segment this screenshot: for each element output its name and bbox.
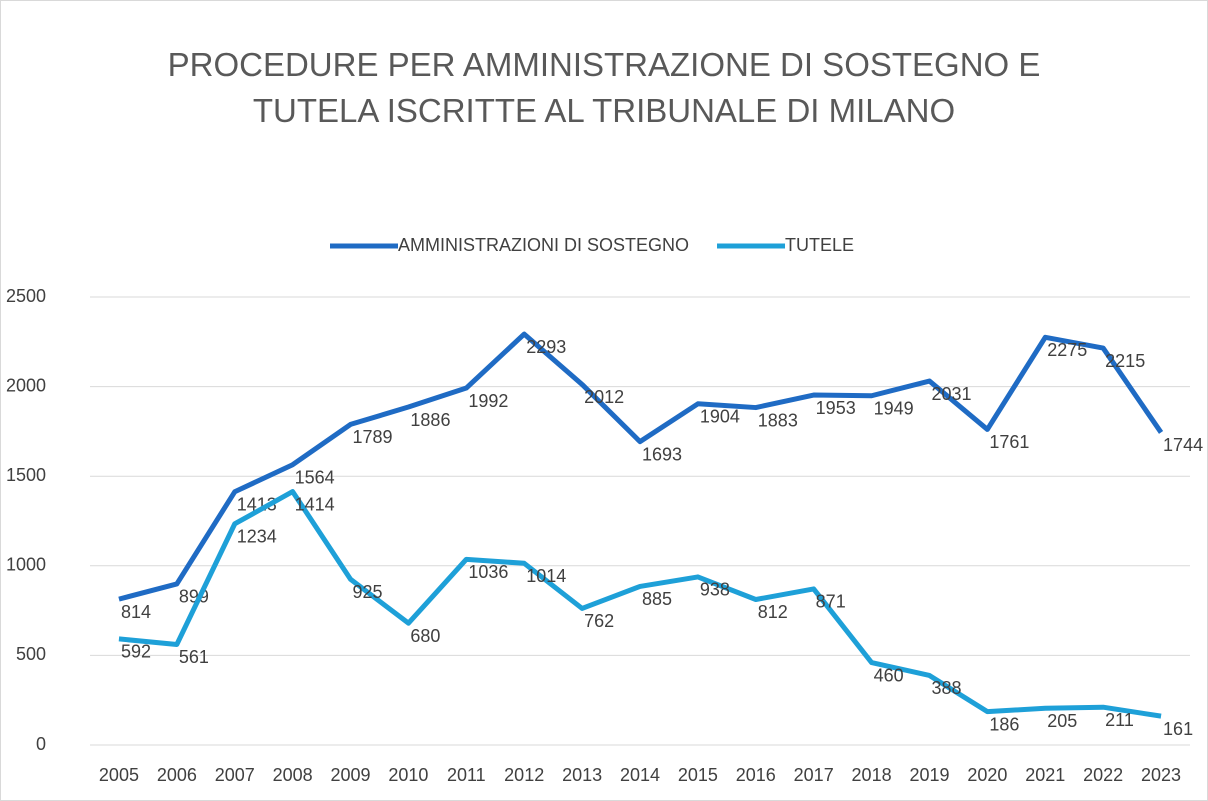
data-label: 460 bbox=[874, 665, 904, 685]
data-label: 1234 bbox=[237, 527, 277, 547]
x-tick-label: 2023 bbox=[1141, 765, 1181, 785]
legend-label: TUTELE bbox=[785, 235, 854, 255]
data-label: 1949 bbox=[874, 398, 914, 418]
data-label: 762 bbox=[584, 611, 614, 631]
y-tick-label: 2000 bbox=[6, 375, 46, 395]
data-label: 1693 bbox=[642, 444, 682, 464]
data-label: 871 bbox=[816, 592, 846, 612]
data-label: 1414 bbox=[295, 494, 335, 514]
data-label: 885 bbox=[642, 589, 672, 609]
data-label: 205 bbox=[1047, 711, 1077, 731]
data-label: 1992 bbox=[468, 391, 508, 411]
y-tick-label: 1500 bbox=[6, 465, 46, 485]
data-label: 1036 bbox=[468, 562, 508, 582]
legend-label: AMMINISTRAZIONI DI SOSTEGNO bbox=[398, 235, 689, 255]
x-tick-label: 2008 bbox=[273, 765, 313, 785]
chart-title: PROCEDURE PER AMMINISTRAZIONE DI SOSTEGN… bbox=[167, 46, 1041, 129]
data-label: 925 bbox=[353, 582, 383, 602]
data-label: 1883 bbox=[758, 410, 798, 430]
x-tick-label: 2012 bbox=[504, 765, 544, 785]
data-label: 938 bbox=[700, 580, 730, 600]
x-tick-label: 2009 bbox=[331, 765, 371, 785]
x-tick-label: 2017 bbox=[794, 765, 834, 785]
x-tick-label: 2011 bbox=[447, 765, 486, 785]
x-tick-label: 2022 bbox=[1083, 765, 1123, 785]
data-label: 1014 bbox=[526, 566, 566, 586]
x-tick-label: 2020 bbox=[967, 765, 1007, 785]
data-label: 814 bbox=[121, 602, 151, 622]
data-label: 812 bbox=[758, 602, 788, 622]
data-label: 1564 bbox=[295, 467, 335, 487]
data-label: 186 bbox=[989, 714, 1019, 734]
series-line bbox=[118, 331, 1164, 602]
x-tick-label: 2005 bbox=[99, 765, 139, 785]
data-label: 1744 bbox=[1163, 435, 1203, 455]
series-line bbox=[118, 489, 1162, 719]
data-label: 1904 bbox=[700, 407, 740, 427]
x-tick-label: 2006 bbox=[157, 765, 197, 785]
data-label: 1789 bbox=[353, 427, 393, 447]
x-tick-label: 2018 bbox=[852, 765, 892, 785]
data-label: 1761 bbox=[989, 432, 1029, 452]
x-tick-label: 2013 bbox=[562, 765, 602, 785]
data-label: 2215 bbox=[1105, 351, 1145, 371]
y-tick-label: 0 bbox=[36, 734, 46, 754]
x-tick-label: 2010 bbox=[388, 765, 428, 785]
data-label: 211 bbox=[1105, 710, 1134, 730]
x-tick-label: 2021 bbox=[1025, 765, 1065, 785]
data-label: 2031 bbox=[931, 384, 971, 404]
x-tick-label: 2015 bbox=[678, 765, 718, 785]
data-label: 161 bbox=[1163, 719, 1193, 739]
data-label: 592 bbox=[121, 642, 151, 662]
y-tick-label: 1000 bbox=[6, 555, 46, 575]
data-label: 680 bbox=[410, 626, 440, 646]
data-label: 2293 bbox=[526, 337, 566, 357]
data-label: 1953 bbox=[816, 398, 856, 418]
data-label: 1413 bbox=[237, 495, 277, 515]
y-tick-label: 2500 bbox=[6, 286, 46, 306]
data-label: 1886 bbox=[410, 410, 450, 430]
x-tick-label: 2014 bbox=[620, 765, 660, 785]
data-label: 2275 bbox=[1047, 340, 1087, 360]
x-tick-label: 2016 bbox=[736, 765, 776, 785]
data-label: 388 bbox=[931, 678, 961, 698]
x-tick-label: 2007 bbox=[215, 765, 255, 785]
y-tick-label: 500 bbox=[16, 644, 46, 664]
data-label: 2012 bbox=[584, 387, 624, 407]
x-tick-label: 2019 bbox=[909, 765, 949, 785]
data-label: 561 bbox=[179, 647, 209, 667]
